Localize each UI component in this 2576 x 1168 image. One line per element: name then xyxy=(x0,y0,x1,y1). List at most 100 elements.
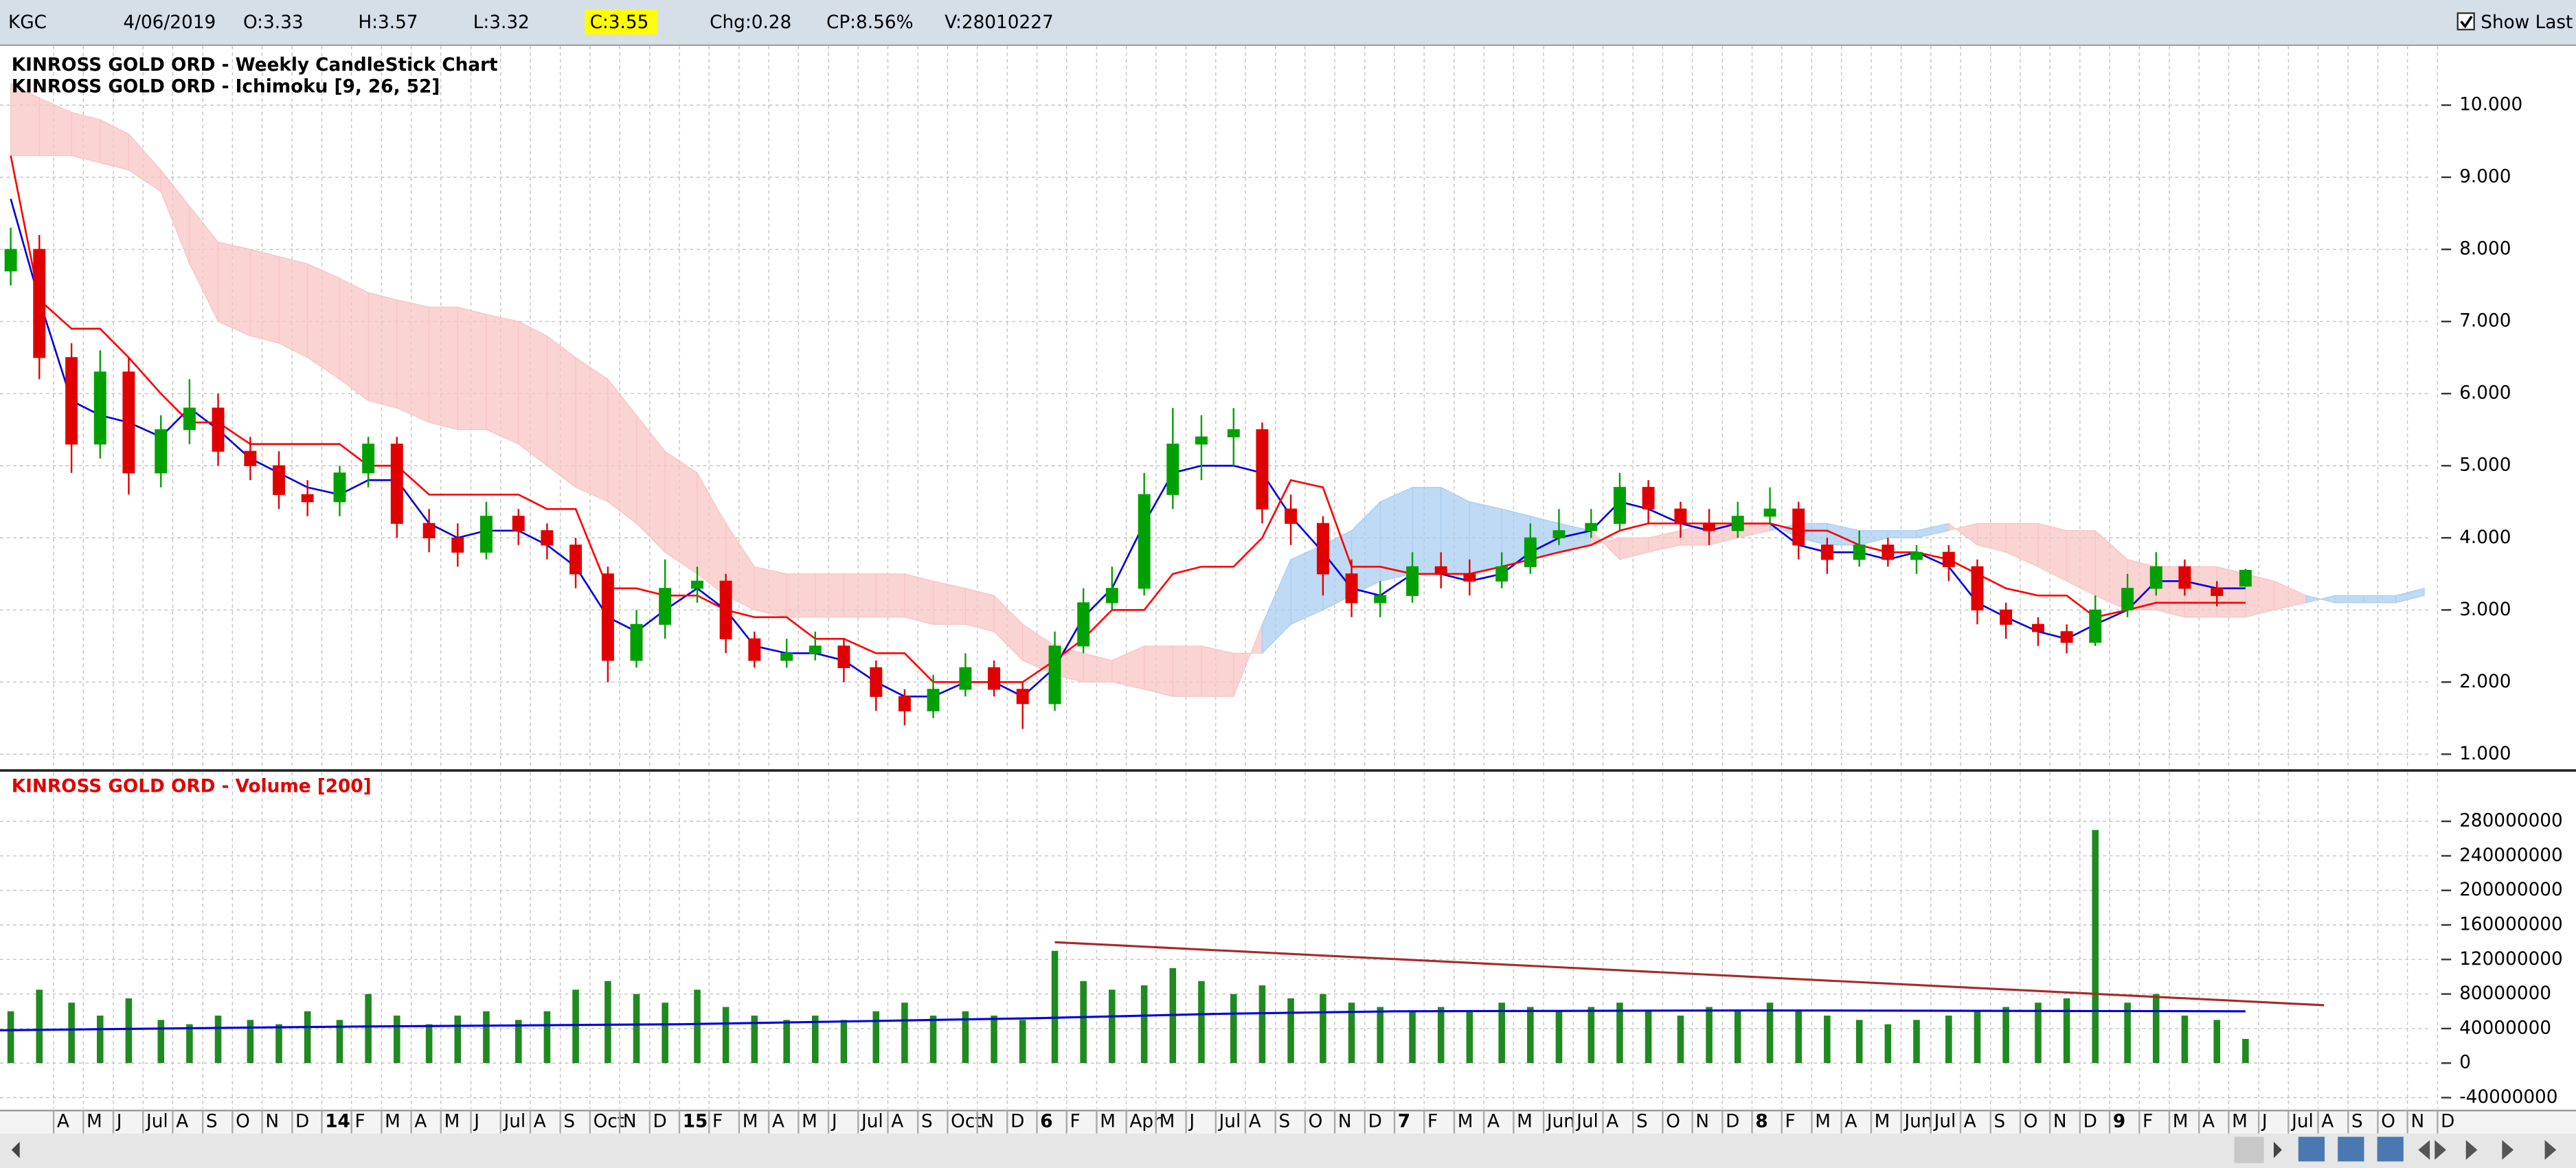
y-tick-label: 1.000 xyxy=(2459,744,2511,764)
ichimoku-cloud xyxy=(1083,652,1113,683)
volume-bar xyxy=(751,1016,758,1064)
volume-bar xyxy=(1855,1020,1863,1064)
volume-bar xyxy=(7,1011,14,1064)
candle-body xyxy=(2149,566,2162,589)
volume-bar xyxy=(1706,1007,1713,1064)
ichimoku-cloud xyxy=(607,378,637,525)
volume-bar xyxy=(1437,1007,1445,1064)
show-last-label[interactable]: Show Last xyxy=(2481,12,2573,33)
ichimoku-cloud xyxy=(518,321,547,467)
x-tick-label: D xyxy=(2441,1112,2454,1132)
candle-body xyxy=(244,450,257,466)
candle-body xyxy=(65,357,78,445)
candle-body xyxy=(780,652,793,661)
y-tick-label: 8.000 xyxy=(2459,239,2511,260)
ichimoku-cloud xyxy=(1827,523,1860,546)
candle-body xyxy=(2060,631,2073,643)
symbol: KGC xyxy=(8,12,47,33)
y-tick-label: 200000000 xyxy=(2459,880,2563,900)
candle-body xyxy=(1077,602,1090,647)
volume-bar xyxy=(1080,981,1087,1064)
volume-bar xyxy=(186,1024,193,1064)
candle-body xyxy=(1792,508,1805,546)
ichimoku-cloud xyxy=(1619,537,1649,560)
scroll-left[interactable] xyxy=(11,1141,20,1158)
ichimoku-cloud xyxy=(278,255,308,358)
candle-body xyxy=(1434,566,1447,575)
volume-bar xyxy=(929,1016,937,1064)
candle-body xyxy=(569,545,583,575)
volume-bar xyxy=(2242,1038,2249,1064)
volume-bar xyxy=(812,1016,819,1064)
ichimoku-cloud xyxy=(457,306,487,431)
candle-body xyxy=(2239,569,2252,587)
volume-bar xyxy=(1616,1003,1623,1064)
scrollbar[interactable] xyxy=(0,1133,2576,1168)
ichimoku-cloud xyxy=(339,277,369,402)
y-tick-label: 3.000 xyxy=(2459,599,2511,620)
candle-body xyxy=(927,689,940,711)
volume-bar xyxy=(840,1020,848,1064)
volume-bar xyxy=(1824,1016,1831,1064)
x-tick-label: M xyxy=(1815,1112,1831,1132)
volume-bar xyxy=(543,1011,551,1064)
x-tick-label: S xyxy=(921,1112,933,1132)
volume-bar xyxy=(1051,950,1059,1064)
scroll-thumb[interactable] xyxy=(2234,1136,2264,1163)
x-tick-label: D xyxy=(1726,1112,1739,1132)
nav-button[interactable] xyxy=(2434,1140,2447,1160)
nav-button[interactable] xyxy=(2502,1140,2514,1160)
x-tick-label: 9 xyxy=(2113,1112,2125,1132)
nav-button[interactable] xyxy=(2465,1140,2478,1160)
candle-body xyxy=(659,588,672,625)
nav-button[interactable] xyxy=(2418,1140,2430,1160)
ichimoku-cloud xyxy=(1261,559,1291,654)
ichimoku-cloud xyxy=(843,573,877,618)
volume-bar xyxy=(68,1003,75,1064)
volume-bar xyxy=(1140,985,1148,1064)
ichimoku-cloud xyxy=(2066,530,2096,597)
volume-bar xyxy=(1527,1007,1534,1064)
x-tick-label: A xyxy=(1249,1112,1261,1132)
ichimoku-cloud xyxy=(2363,595,2397,604)
scroll-track[interactable] xyxy=(0,1133,2576,1168)
candle-body xyxy=(1256,429,1269,509)
candle-body xyxy=(1105,588,1118,604)
zoom-button[interactable] xyxy=(2338,1136,2364,1162)
zoom-button[interactable] xyxy=(2298,1136,2325,1162)
candle-body xyxy=(1613,487,1626,524)
volume-average xyxy=(0,1009,2246,1031)
volume-bar xyxy=(96,1016,104,1064)
x-tick-label: J xyxy=(473,1112,479,1132)
ichimoku-cloud xyxy=(1887,530,1917,538)
candle-body xyxy=(1524,537,1537,567)
y-tick-label: 9.000 xyxy=(2459,167,2511,187)
y-tick-label: 160000000 xyxy=(2459,915,2563,935)
date: 4/06/2019 xyxy=(123,12,216,33)
volume-bar xyxy=(393,1016,400,1064)
volume-bar xyxy=(1555,1011,1563,1064)
volume-bar xyxy=(901,1003,908,1064)
ichimoku-cloud xyxy=(2273,580,2307,611)
change-percent: CP:8.56% xyxy=(826,12,914,33)
x-tick-label: M xyxy=(1875,1112,1890,1132)
x-tick-label: M xyxy=(743,1112,758,1132)
show-last-checkbox[interactable]: Show Last xyxy=(2456,12,2573,33)
x-tick-label: Jul xyxy=(1575,1112,1598,1132)
zoom-button[interactable] xyxy=(2377,1136,2404,1162)
candle-body xyxy=(601,573,614,661)
candle-body xyxy=(1703,523,1716,531)
x-tick-label: Jul xyxy=(503,1112,526,1132)
ichimoku-cloud xyxy=(189,205,219,322)
candle-body xyxy=(422,523,436,538)
candle-body xyxy=(122,371,135,474)
volume-bar xyxy=(1913,1020,1920,1064)
ichimoku-cloud xyxy=(1469,501,1502,575)
volume-bar xyxy=(1230,994,1237,1064)
candle-body xyxy=(1406,566,1419,596)
candle-body xyxy=(1585,523,1598,531)
nav-button[interactable] xyxy=(2544,1140,2557,1160)
scroll-right[interactable] xyxy=(2273,1141,2282,1158)
ichimoku-cloud xyxy=(2037,523,2068,582)
